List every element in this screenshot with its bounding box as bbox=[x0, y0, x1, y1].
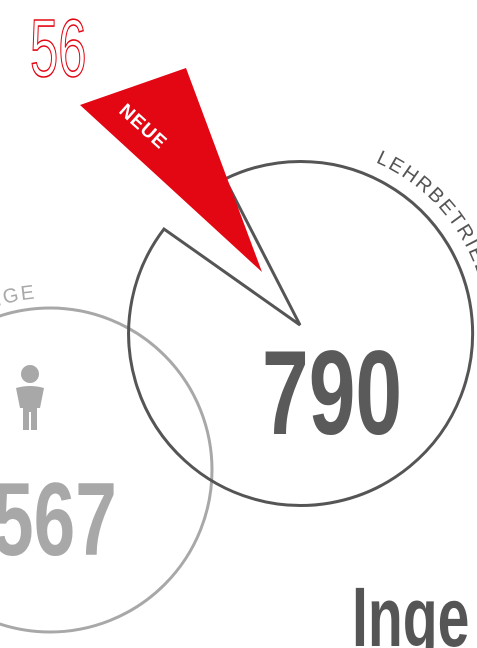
main-value: 790 bbox=[262, 325, 402, 459]
badge: 56 bbox=[30, 3, 87, 94]
red-wedge bbox=[80, 68, 262, 272]
heading: Inge bbox=[352, 571, 469, 648]
person-icon bbox=[16, 365, 44, 430]
left-circle bbox=[0, 306, 214, 634]
left-value: 567 bbox=[0, 462, 117, 578]
main-circle bbox=[127, 159, 475, 507]
